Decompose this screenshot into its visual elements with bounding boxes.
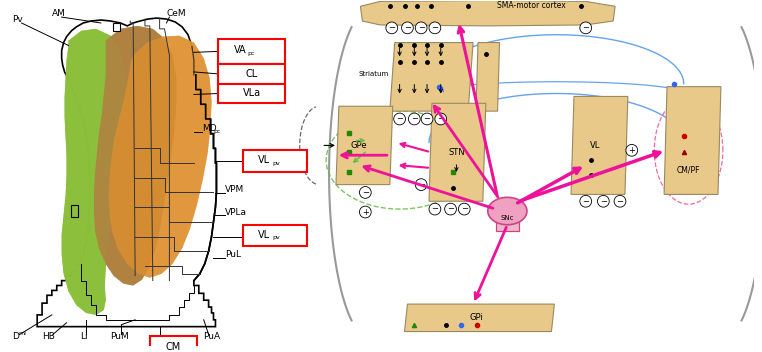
Text: +: + [362,208,369,216]
Text: −: − [362,188,369,197]
Circle shape [459,203,470,215]
Text: AM: AM [52,9,66,18]
Text: VL: VL [258,155,271,165]
Circle shape [429,22,440,34]
Circle shape [421,113,433,125]
Bar [113,23,120,31]
Polygon shape [664,87,721,194]
Text: VA: VA [234,45,246,55]
Text: HB: HB [43,332,56,341]
Circle shape [580,22,591,34]
Polygon shape [476,43,500,111]
Polygon shape [37,18,216,327]
Text: SNc: SNc [501,215,514,221]
Text: −: − [411,114,418,124]
Circle shape [415,22,427,34]
Polygon shape [94,26,176,285]
Text: −: − [461,205,468,214]
Text: −: − [418,23,424,32]
Text: PuM: PuM [110,332,129,341]
Circle shape [408,113,420,125]
Text: pv: pv [272,161,280,165]
Polygon shape [571,96,628,194]
Circle shape [445,203,456,215]
Text: −: − [424,114,431,124]
Circle shape [580,195,591,207]
Text: −: − [418,180,424,189]
Text: PuA: PuA [203,332,220,341]
Polygon shape [62,29,127,315]
Text: −: − [616,197,623,206]
Polygon shape [429,103,486,201]
Circle shape [435,113,447,125]
Text: −: − [447,205,454,214]
Bar [219,39,285,64]
Text: CM/PF: CM/PF [677,165,700,174]
Text: −: − [396,114,403,124]
Text: PuL: PuL [226,250,242,259]
Text: CeM: CeM [166,9,186,18]
Text: Pv: Pv [11,14,22,24]
Bar [219,84,285,103]
Text: pc: pc [248,51,255,56]
Text: VL: VL [591,141,600,150]
Circle shape [386,22,398,34]
Bar [72,205,78,217]
Bar [495,217,519,231]
Circle shape [415,179,427,190]
Circle shape [429,203,440,215]
Text: STN: STN [448,148,465,157]
Text: VPLa: VPLa [226,208,247,216]
Circle shape [360,206,371,218]
Polygon shape [109,36,212,278]
Text: VLa: VLa [242,88,261,99]
Bar [243,150,306,172]
Bar [219,64,285,84]
Ellipse shape [488,197,527,225]
Circle shape [614,195,626,207]
Polygon shape [109,36,212,278]
Polygon shape [94,26,176,285]
Text: Li: Li [80,332,88,341]
Text: GPe: GPe [351,141,367,150]
Polygon shape [405,304,555,332]
Text: GPi: GPi [469,313,483,322]
Text: −: − [389,23,395,32]
Circle shape [597,195,610,207]
Polygon shape [390,43,473,111]
Text: −: − [431,205,438,214]
Text: ml: ml [18,331,27,336]
Text: MD: MD [202,124,216,133]
Text: −: − [437,114,444,124]
Polygon shape [62,29,127,315]
Text: −: − [582,23,589,32]
Polygon shape [360,0,615,26]
Text: −: − [404,23,411,32]
Text: VL: VL [258,230,271,240]
Text: −: − [600,197,607,206]
Circle shape [394,113,405,125]
Text: Striatum: Striatum [358,71,389,77]
Text: VPM: VPM [226,185,245,194]
Text: −: − [582,197,589,206]
Bar [150,337,197,352]
Bar [243,225,306,246]
Circle shape [360,187,371,198]
Text: pv: pv [272,235,280,240]
Text: pc: pc [213,129,221,134]
Text: CM: CM [165,342,181,352]
Text: −: − [431,23,438,32]
Polygon shape [336,106,392,184]
Circle shape [402,22,413,34]
Text: SMA-motor cortex: SMA-motor cortex [498,1,566,10]
Text: CL: CL [245,69,258,79]
Text: D: D [11,332,18,341]
Circle shape [626,144,638,156]
Text: +: + [629,146,636,155]
